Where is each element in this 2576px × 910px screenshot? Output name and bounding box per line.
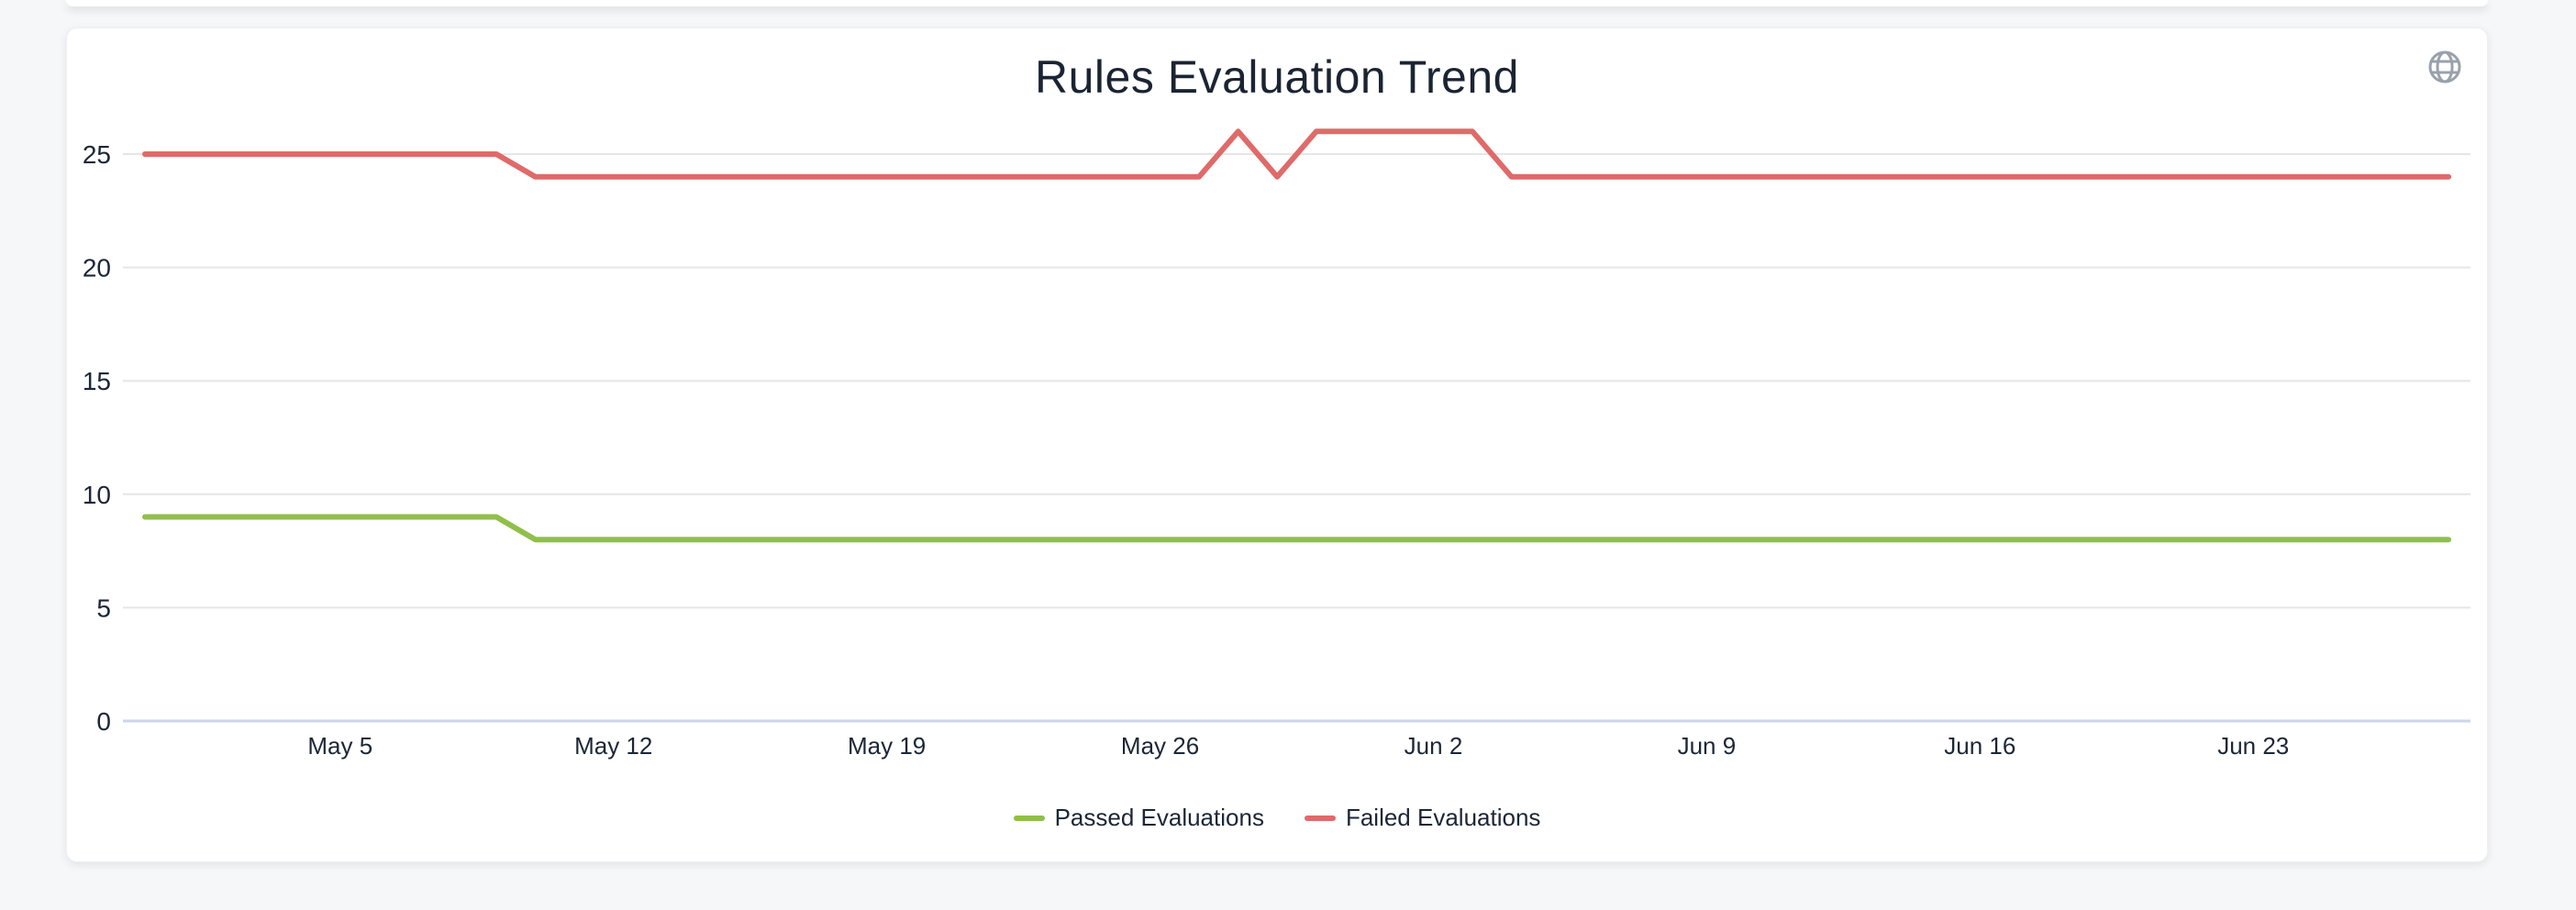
y-axis-labels: 0 5 10 15 20 25 bbox=[83, 140, 111, 736]
legend-item-passed[interactable]: Passed Evaluations bbox=[1013, 804, 1264, 832]
svg-text:5: 5 bbox=[96, 594, 111, 622]
series-lines bbox=[142, 128, 2452, 543]
svg-text:0: 0 bbox=[96, 707, 111, 736]
x-axis-labels: May 5 May 12 May 19 May 26 Jun 2 Jun 9 Jun 16 J… bbox=[307, 732, 2289, 760]
rules-evaluation-trend-card: Rules Evaluation Trend 0 5 10 15 20 25 May 5 Ma… bbox=[66, 28, 2488, 862]
previous-card-bottom-edge bbox=[66, 0, 2488, 6]
svg-text:Jun 2: Jun 2 bbox=[1405, 732, 1463, 760]
svg-text:Jun 23: Jun 23 bbox=[2217, 732, 2289, 760]
svg-text:15: 15 bbox=[83, 367, 111, 395]
globe-button[interactable] bbox=[2425, 47, 2465, 87]
legend-label-passed: Passed Evaluations bbox=[1054, 804, 1264, 831]
series-line-passed-evaluations bbox=[142, 514, 2452, 543]
globe-icon bbox=[2425, 47, 2465, 87]
passed-series-swatch bbox=[1013, 815, 1045, 821]
chart-legend: Passed Evaluations Failed Evaluations bbox=[67, 804, 2487, 832]
svg-text:May 26: May 26 bbox=[1121, 732, 1199, 760]
svg-text:May 19: May 19 bbox=[848, 732, 926, 760]
svg-text:Jun 9: Jun 9 bbox=[1678, 732, 1737, 760]
y-gridlines bbox=[123, 153, 2471, 723]
svg-text:May 5: May 5 bbox=[307, 732, 372, 760]
svg-text:Jun 16: Jun 16 bbox=[1944, 732, 2015, 760]
failed-series-swatch bbox=[1304, 815, 1336, 821]
chart-title: Rules Evaluation Trend bbox=[1035, 51, 1519, 103]
legend-item-failed[interactable]: Failed Evaluations bbox=[1304, 804, 1541, 832]
svg-text:10: 10 bbox=[83, 481, 111, 509]
svg-text:20: 20 bbox=[83, 254, 111, 283]
series-line-failed-evaluations bbox=[142, 128, 2452, 180]
svg-text:25: 25 bbox=[83, 140, 111, 169]
legend-label-failed: Failed Evaluations bbox=[1345, 804, 1541, 831]
svg-text:May 12: May 12 bbox=[574, 732, 652, 760]
trend-chart: 0 5 10 15 20 25 May 5 May 12 May 19 May 26 Jun 2 Ju… bbox=[83, 128, 2471, 760]
